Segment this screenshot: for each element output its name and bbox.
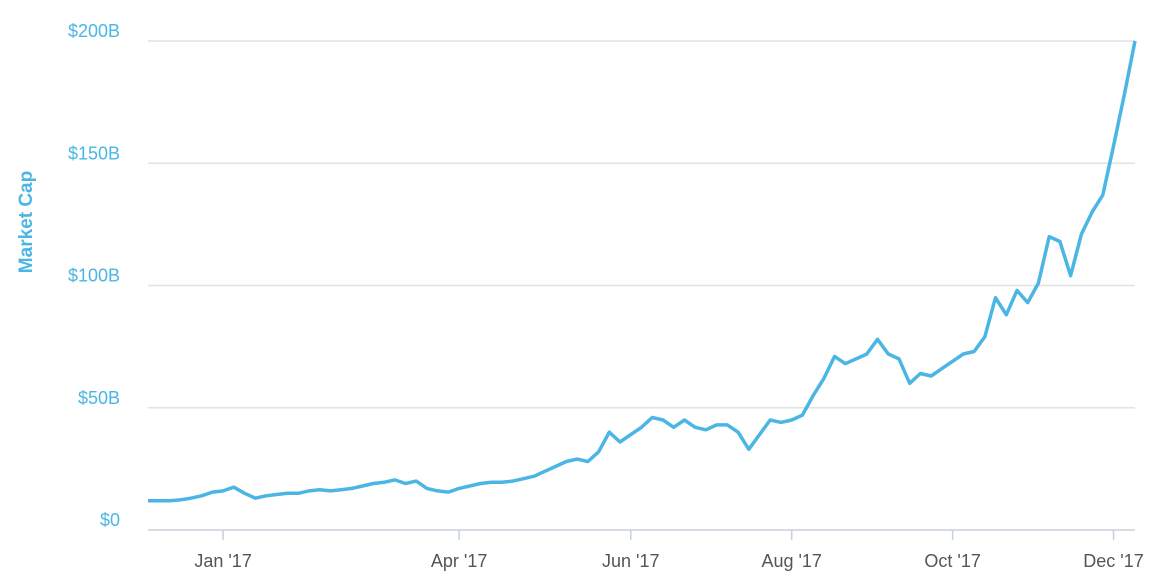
x-tick-label: Oct '17 bbox=[924, 551, 980, 571]
y-tick-label: $150B bbox=[68, 143, 120, 163]
x-tick-label: Aug '17 bbox=[761, 551, 822, 571]
y-tick-label: $100B bbox=[68, 266, 120, 286]
x-tick-label: Jun '17 bbox=[602, 551, 659, 571]
x-tick-label: Jan '17 bbox=[194, 551, 251, 571]
y-axis-title: Market Cap bbox=[16, 171, 37, 273]
y-tick-label: $0 bbox=[100, 510, 120, 530]
x-tick-label: Dec '17 bbox=[1083, 551, 1143, 571]
y-tick-label: $200B bbox=[68, 21, 120, 41]
y-tick-label: $50B bbox=[78, 388, 120, 408]
x-tick-label: Apr '17 bbox=[431, 551, 487, 571]
line bbox=[148, 40, 1137, 503]
